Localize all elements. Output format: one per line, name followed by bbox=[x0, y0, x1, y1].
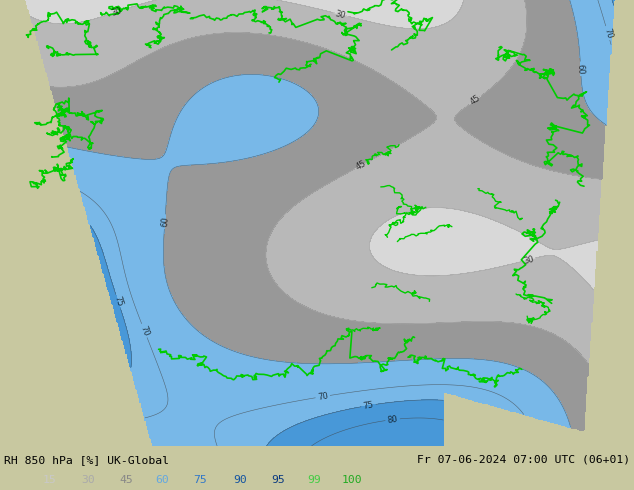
Text: 90: 90 bbox=[233, 475, 247, 485]
Text: 45: 45 bbox=[469, 94, 482, 107]
Text: 60: 60 bbox=[155, 475, 169, 485]
Text: 70: 70 bbox=[317, 392, 328, 402]
Text: 75: 75 bbox=[193, 475, 207, 485]
Text: 100: 100 bbox=[342, 475, 362, 485]
Text: 30: 30 bbox=[334, 9, 347, 20]
Text: 60: 60 bbox=[576, 63, 585, 74]
Text: 99: 99 bbox=[307, 475, 321, 485]
Text: 45: 45 bbox=[354, 159, 368, 172]
Text: 95: 95 bbox=[271, 475, 285, 485]
Text: 60: 60 bbox=[160, 216, 170, 227]
Text: 70: 70 bbox=[138, 324, 150, 337]
Text: 30: 30 bbox=[81, 475, 95, 485]
Text: 75: 75 bbox=[112, 295, 124, 308]
Text: 30: 30 bbox=[110, 6, 124, 18]
Text: 30: 30 bbox=[522, 254, 535, 266]
Text: 80: 80 bbox=[387, 415, 398, 425]
Text: RH 850 hPa [%] UK-Global: RH 850 hPa [%] UK-Global bbox=[4, 455, 169, 465]
Text: 70: 70 bbox=[602, 27, 614, 39]
Text: 75: 75 bbox=[363, 400, 375, 411]
Text: Fr 07-06-2024 07:00 UTC (06+01): Fr 07-06-2024 07:00 UTC (06+01) bbox=[417, 455, 630, 465]
Text: 45: 45 bbox=[119, 475, 133, 485]
Text: 15: 15 bbox=[43, 475, 57, 485]
